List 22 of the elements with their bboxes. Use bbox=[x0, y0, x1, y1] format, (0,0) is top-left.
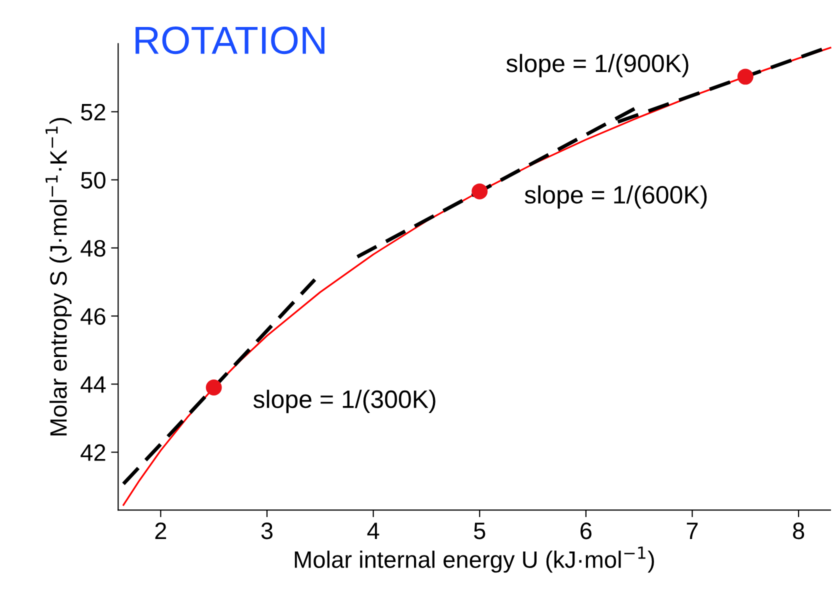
chart-title: ROTATION bbox=[136, 26, 324, 54]
x-tick-label: 5 bbox=[474, 522, 486, 540]
y-tick-label: 42 bbox=[80, 444, 106, 461]
annotation: slope = 1/(600K) bbox=[524, 185, 707, 209]
y-tick-label: 48 bbox=[80, 240, 106, 257]
annotation: slope = 1/(300K) bbox=[253, 390, 436, 414]
x-tick-label: 2 bbox=[155, 522, 166, 540]
y-tick-label: 52 bbox=[81, 104, 106, 121]
point bbox=[206, 380, 222, 396]
y-tick-label: 50 bbox=[81, 172, 106, 189]
y-tick-label: 46 bbox=[80, 308, 106, 325]
y-tick-label: 44 bbox=[80, 376, 106, 393]
x-tick-label: 3 bbox=[261, 522, 273, 540]
point bbox=[472, 183, 488, 200]
x-tick-label: 8 bbox=[793, 522, 804, 540]
x-tick-label: 7 bbox=[686, 522, 698, 540]
y-axis-title: Molar entropy S (J·mol$^{−1}$·K$^{−1}$) bbox=[46, 118, 72, 436]
x-axis-title: Molar internal energy U (kJ·mol$^{−1}$) bbox=[294, 546, 654, 573]
annotation: slope = 1/(900K) bbox=[506, 54, 688, 78]
x-tick-label: 4 bbox=[367, 522, 380, 540]
point bbox=[737, 68, 754, 85]
x-tick-label: 6 bbox=[580, 522, 592, 540]
